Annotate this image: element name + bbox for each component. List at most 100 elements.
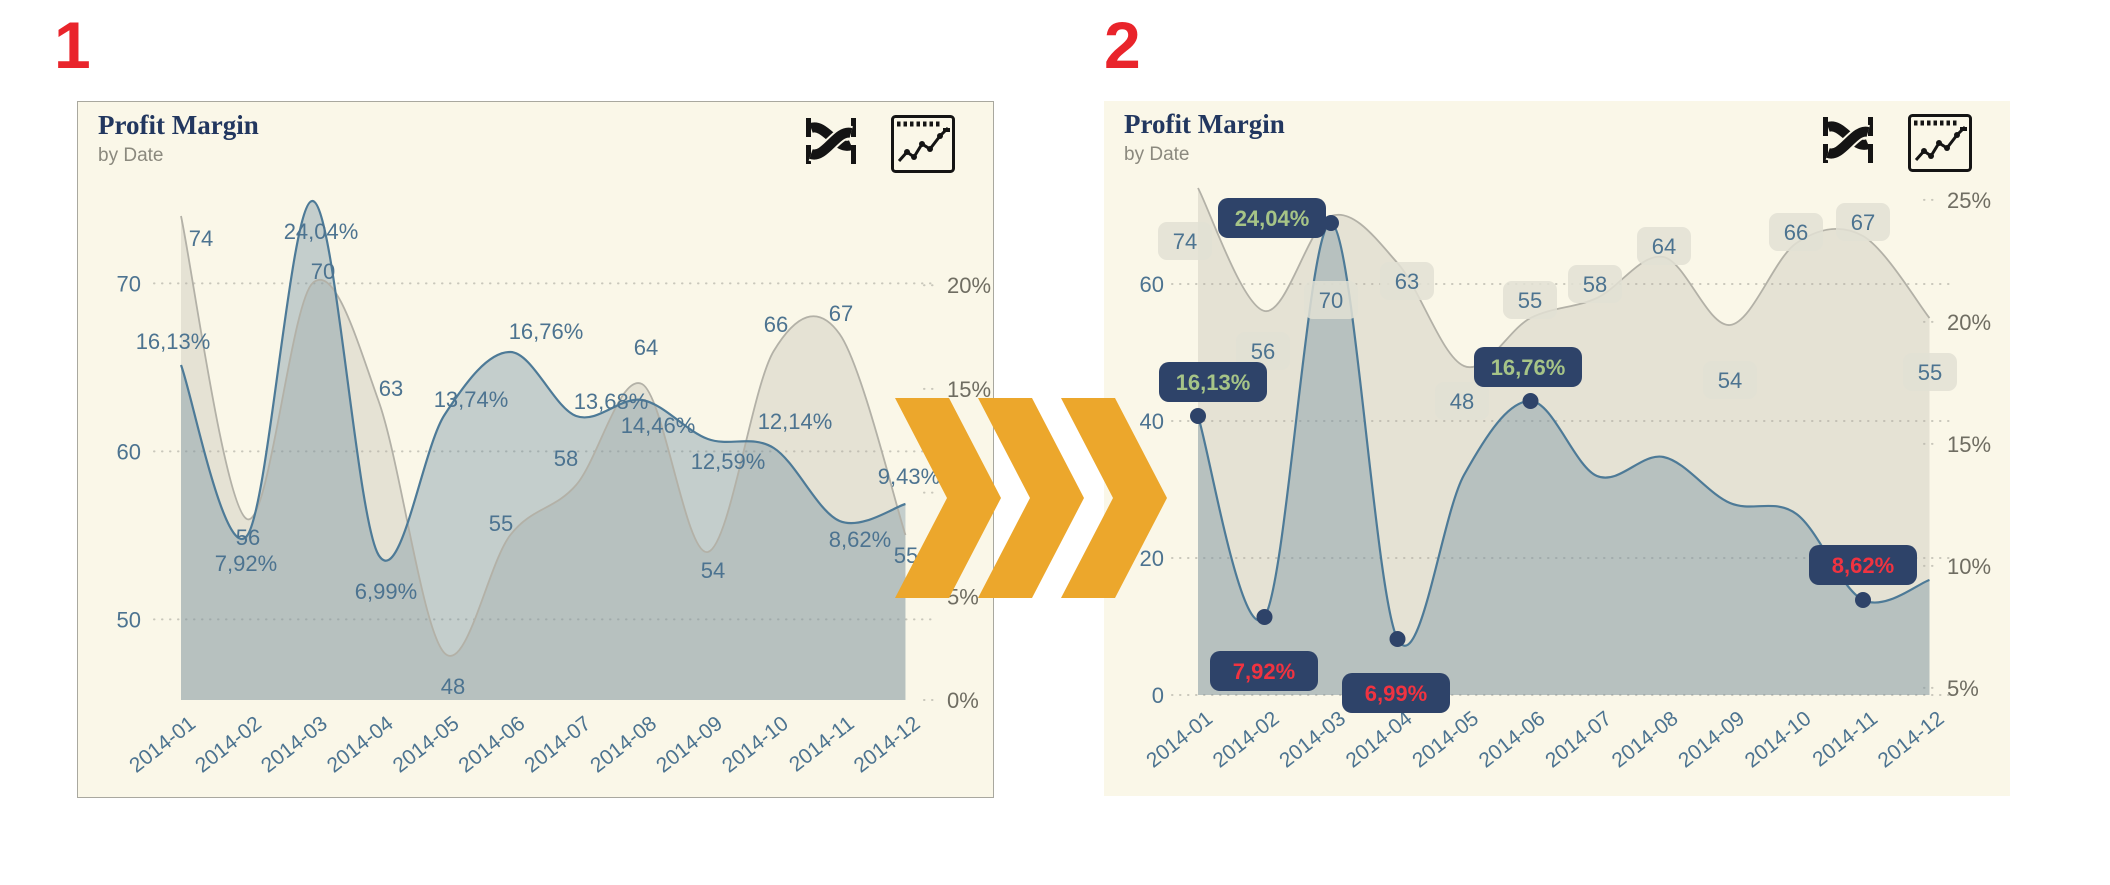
quantity-label-box	[1380, 262, 1434, 300]
margin-label-box-low	[1210, 651, 1318, 691]
margin-data-label-low: 6,99%	[1365, 681, 1427, 706]
quantity-data-label: 70	[1319, 288, 1343, 313]
quantity-label-box	[1568, 265, 1622, 303]
x-axis-tick: 2014-05	[1408, 707, 1483, 773]
quantity-data-label: 55	[1918, 360, 1942, 385]
left-axis-tick: 50	[117, 607, 141, 632]
margin-label-box-high	[1218, 198, 1326, 238]
quantity-area	[181, 216, 906, 700]
quantity-data-label: 63	[1395, 269, 1419, 294]
margin-data-label: 8,62%	[829, 527, 891, 552]
profit-margin-line	[1196, 221, 1930, 647]
line-chart-window-icon[interactable]	[1908, 114, 1972, 177]
quantity-label-box	[1236, 332, 1290, 370]
chevron-arrow	[978, 398, 1084, 598]
quantity-data-label: 63	[379, 376, 403, 401]
x-axis-tick: 2014-02	[191, 712, 266, 778]
margin-data-label: 13,68%	[574, 389, 649, 414]
margin-label-box-low	[1809, 545, 1917, 585]
chart-title: Profit Margin	[1124, 109, 1285, 139]
margin-data-label: 24,04%	[284, 219, 359, 244]
x-axis-tick: 2014-08	[586, 712, 661, 778]
margin-data-label: 16,76%	[509, 319, 584, 344]
chart-card-before: Profit Margin by Date	[77, 101, 994, 798]
quantity-data-label: 70	[311, 259, 335, 284]
margin-label-box-low	[1342, 673, 1450, 713]
x-axis-tick: 2014-09	[652, 712, 727, 778]
x-axis-tick: 2014-06	[454, 712, 529, 778]
quantity-data-label: 66	[1784, 220, 1808, 245]
x-axis-tick: 2014-09	[1674, 707, 1749, 773]
margin-data-label: 9,43%	[878, 464, 940, 489]
chart-subtitle: by Date	[98, 145, 164, 167]
quantity-data-label: 66	[764, 312, 788, 337]
x-axis-tick: 2014-07	[520, 712, 595, 778]
x-axis-tick: 2014-04	[1342, 707, 1417, 773]
quantity-area	[1198, 188, 1930, 695]
right-axis-tick: 15%	[1947, 432, 1991, 457]
margin-data-label: 7,92%	[215, 551, 277, 576]
chart-subtitle: by Date	[1124, 144, 1190, 166]
left-axis-tick: 20	[1140, 546, 1164, 571]
chart-title: Profit Margin	[98, 110, 259, 140]
x-axis-tick: 2014-12	[850, 712, 925, 778]
quantity-data-label: 58	[554, 446, 578, 471]
x-axis-tick: 2014-12	[1874, 707, 1949, 773]
quantity-data-label: 67	[1851, 210, 1875, 235]
margin-data-label: 6,99%	[355, 579, 417, 604]
margin-label-box-high	[1474, 347, 1582, 387]
quantity-label-box	[1158, 222, 1212, 260]
x-axis-tick: 2014-01	[125, 712, 200, 778]
quantity-label-box	[1903, 353, 1957, 391]
right-axis-tick: 15%	[947, 377, 991, 402]
transform-chevrons-icon	[895, 398, 1167, 598]
quantity-data-label: 64	[634, 335, 658, 360]
step-2-label: 2	[1104, 8, 1141, 82]
quantity-data-label: 48	[441, 674, 465, 699]
quantity-line	[180, 215, 907, 657]
right-axis-tick: 20%	[947, 273, 991, 298]
chart-header: Profit Margin by Date	[98, 110, 259, 167]
margin-data-label: 13,74%	[434, 387, 509, 412]
margin-label-box-high	[1159, 362, 1267, 402]
quantity-data-label: 64	[1652, 234, 1676, 259]
line-chart-window-icon[interactable]	[891, 115, 955, 178]
margin-data-label-high: 24,04%	[1235, 206, 1310, 231]
quantity-data-label: 58	[1583, 272, 1607, 297]
margin-point-marker	[1256, 609, 1273, 625]
margin-data-label-low: 7,92%	[1233, 659, 1295, 684]
quantity-data-label: 54	[1718, 368, 1742, 393]
margin-data-label: 12,59%	[691, 449, 766, 474]
chart-header: Profit Margin by Date	[1124, 109, 1285, 166]
ribbon-chart-icon[interactable]	[1822, 114, 1874, 171]
margin-point-marker	[1389, 631, 1406, 647]
x-axis-tick: 2014-11	[785, 712, 859, 777]
left-axis-tick: 40	[1140, 409, 1164, 434]
margin-point-marker	[1190, 408, 1206, 424]
margin-point-marker	[1522, 393, 1539, 409]
quantity-data-label: 56	[1251, 339, 1275, 364]
left-axis-tick: 60	[117, 439, 141, 464]
ribbon-chart-icon[interactable]	[805, 115, 857, 172]
margin-data-label-high: 16,13%	[1176, 370, 1251, 395]
x-axis-tick: 2014-02	[1209, 707, 1284, 773]
right-axis-tick: 25%	[1947, 188, 1991, 213]
quantity-data-label: 48	[1450, 389, 1474, 414]
right-axis-tick: 5%	[1947, 676, 1979, 701]
margin-point-marker	[1323, 215, 1339, 231]
margin-point-marker	[1855, 592, 1871, 608]
quantity-data-label: 56	[236, 525, 260, 550]
left-axis-tick: 70	[117, 271, 141, 296]
x-axis-tick: 2014-05	[389, 712, 464, 778]
quantity-label-box	[1304, 281, 1358, 319]
x-axis-tick: 2014-06	[1475, 707, 1550, 773]
profit-margin-line	[179, 199, 906, 562]
margin-data-label: 16,13%	[136, 329, 211, 354]
right-axis-tick: 10%	[1947, 554, 1991, 579]
profit-margin-area	[181, 200, 906, 700]
x-axis-tick: 2014-10	[718, 712, 793, 778]
step-1-label: 1	[54, 8, 91, 82]
quantity-label-box	[1435, 382, 1489, 420]
margin-data-label: 12,14%	[758, 409, 833, 434]
